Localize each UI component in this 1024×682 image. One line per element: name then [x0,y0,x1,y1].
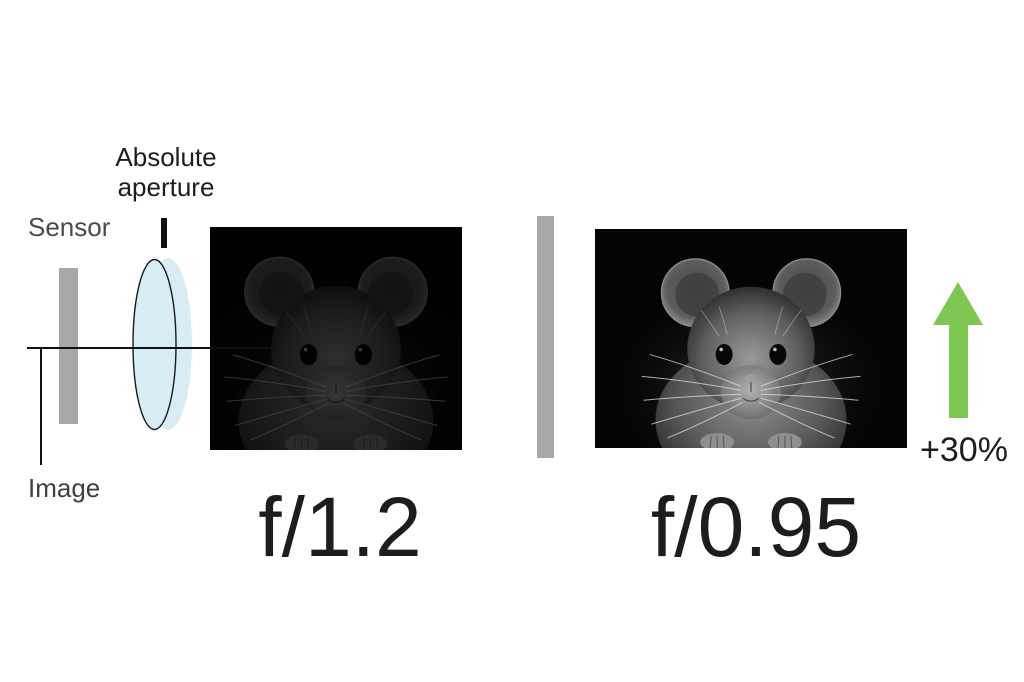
mouse-photo-bright [595,229,907,448]
gain-arrow [928,278,988,428]
lens-icon [125,255,200,435]
absolute-aperture-label-line2: aperture [117,172,215,202]
up-arrow-icon [933,282,983,418]
lens-front-face [132,258,177,431]
gain-percent-label: +30% [920,431,1008,469]
f-number-right: f/0.95 [650,480,862,574]
mouse-photo-dim [210,227,462,450]
f-number-left: f/1.2 [258,480,422,574]
image-label: Image [28,473,101,503]
absolute-aperture-label: Absolute aperture [93,142,239,202]
optical-axis-line [27,347,277,349]
right-sensor-bar [537,216,554,458]
image-pointer-line [40,348,42,465]
absolute-aperture-label-line1: Absolute [115,142,217,172]
sensor-bar [59,268,78,424]
mouse-photo-f1.2 [210,227,462,450]
mouse-photo-f0.95 [595,229,907,448]
sensor-label: Sensor [28,212,111,242]
aperture-mark [161,218,167,248]
